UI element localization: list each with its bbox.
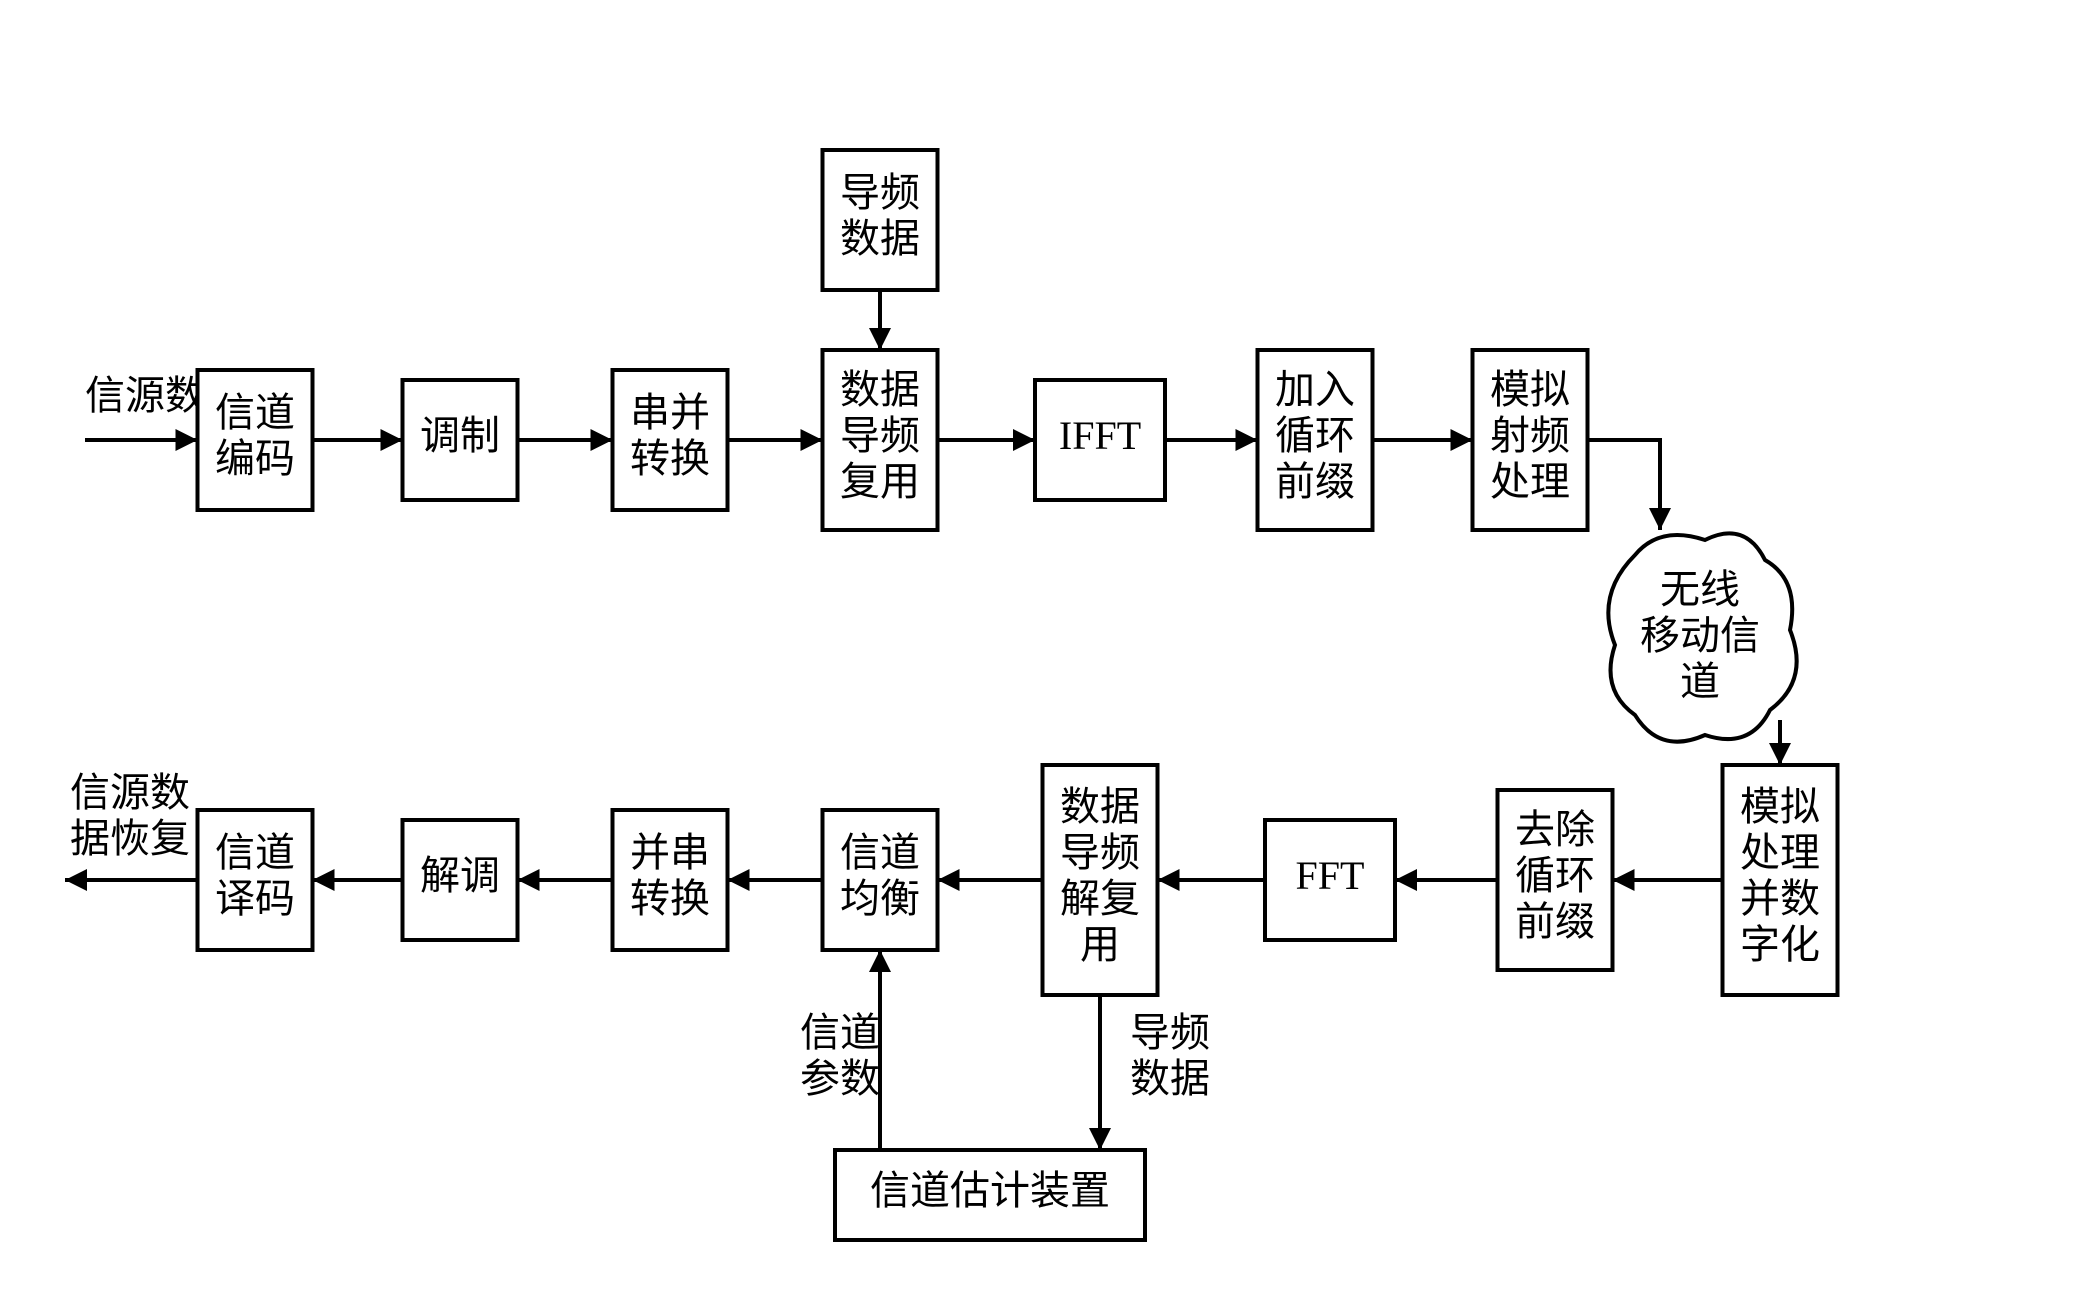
node-cp_rm-line-2: 前缀 (1515, 899, 1595, 944)
node-lbl_param: 信道参数 (800, 1010, 880, 1101)
node-rf_rx: 模拟处理并数字化 (1723, 765, 1838, 995)
node-channel-line-1: 移动信 (1640, 613, 1760, 658)
diagram-canvas: 信源数据信道编码调制串并转换导频数据数据导频复用IFFT加入循环前缀模拟射频处理… (0, 0, 2076, 1312)
node-demux-line-3: 用 (1080, 922, 1120, 967)
node-pilot_data-line-0: 导频 (840, 170, 920, 215)
node-rf_rx-line-0: 模拟 (1740, 784, 1820, 829)
node-rf_tx-line-0: 模拟 (1490, 367, 1570, 412)
node-ps-line-0: 并串 (630, 830, 710, 875)
node-lbl_param-line-0: 信道 (800, 1010, 880, 1055)
node-sink_label-line-0: 信源数 (70, 770, 190, 815)
node-eq-line-0: 信道 (840, 830, 920, 875)
node-demux-line-1: 导频 (1060, 830, 1140, 875)
node-fft: FFT (1265, 820, 1395, 940)
node-mod-line-0: 调制 (420, 413, 500, 458)
node-ch_decode-line-1: 译码 (215, 876, 295, 921)
node-cp_rm: 去除循环前缀 (1498, 790, 1613, 970)
node-ifft-line-0: IFFT (1059, 413, 1141, 458)
node-ch_decode-line-0: 信道 (215, 830, 295, 875)
node-rf_rx-line-2: 并数 (1740, 876, 1820, 921)
node-ps-line-1: 转换 (630, 876, 710, 921)
node-rf_rx-line-3: 字化 (1740, 922, 1820, 967)
node-eq-line-1: 均衡 (840, 876, 920, 921)
node-ch_code-line-0: 信道 (215, 390, 295, 435)
node-rf_tx-line-1: 射频 (1490, 413, 1570, 458)
node-cp_rm-line-1: 循环 (1515, 853, 1595, 898)
node-mux-line-2: 复用 (840, 459, 920, 504)
node-lbl_pilot2-line-0: 导频 (1130, 1010, 1210, 1055)
node-lbl_pilot2-line-1: 数据 (1130, 1056, 1210, 1101)
node-sp: 串并转换 (613, 370, 728, 510)
node-rf_tx: 模拟射频处理 (1473, 350, 1588, 530)
node-sp-line-0: 串并 (630, 390, 710, 435)
node-ch_code-line-1: 编码 (215, 436, 295, 481)
node-cp_add-line-1: 循环 (1275, 413, 1355, 458)
node-demux-line-2: 解复 (1060, 876, 1140, 921)
node-estimator: 信道估计装置 (835, 1150, 1145, 1240)
node-demod-line-0: 解调 (420, 853, 500, 898)
node-sp-line-1: 转换 (630, 436, 710, 481)
node-mux: 数据导频复用 (823, 350, 938, 530)
node-cp_add-line-2: 前缀 (1275, 459, 1355, 504)
node-sink_label: 信源数据恢复 (70, 770, 190, 861)
node-lbl_pilot2: 导频数据 (1130, 1010, 1210, 1101)
node-lbl_param-line-1: 参数 (800, 1056, 880, 1101)
node-demux: 数据导频解复用 (1043, 765, 1158, 995)
node-demux-line-0: 数据 (1060, 784, 1140, 829)
node-fft-line-0: FFT (1296, 853, 1365, 898)
node-pilot_data: 导频数据 (823, 150, 938, 290)
path-tx_to_channel (1587, 440, 1660, 530)
node-cp_add: 加入循环前缀 (1258, 350, 1373, 530)
node-sink_label-line-1: 据恢复 (70, 816, 190, 861)
node-rf_tx-line-2: 处理 (1490, 459, 1570, 504)
node-eq: 信道均衡 (823, 810, 938, 950)
node-ifft: IFFT (1035, 380, 1165, 500)
node-channel: 无线移动信道 (1608, 533, 1796, 741)
node-pilot_data-line-1: 数据 (840, 216, 920, 261)
node-demod: 解调 (403, 820, 518, 940)
node-mod: 调制 (403, 380, 518, 500)
node-mux-line-1: 导频 (840, 413, 920, 458)
node-channel-line-2: 道 (1680, 659, 1720, 704)
node-ch_code: 信道编码 (198, 370, 313, 510)
node-cp_add-line-0: 加入 (1275, 367, 1355, 412)
node-mux-line-0: 数据 (840, 367, 920, 412)
node-ps: 并串转换 (613, 810, 728, 950)
node-rf_rx-line-1: 处理 (1740, 830, 1820, 875)
node-ch_decode: 信道译码 (198, 810, 313, 950)
node-estimator-line-0: 信道估计装置 (870, 1168, 1110, 1213)
node-cp_rm-line-0: 去除 (1515, 807, 1595, 852)
node-channel-line-0: 无线 (1660, 567, 1740, 612)
